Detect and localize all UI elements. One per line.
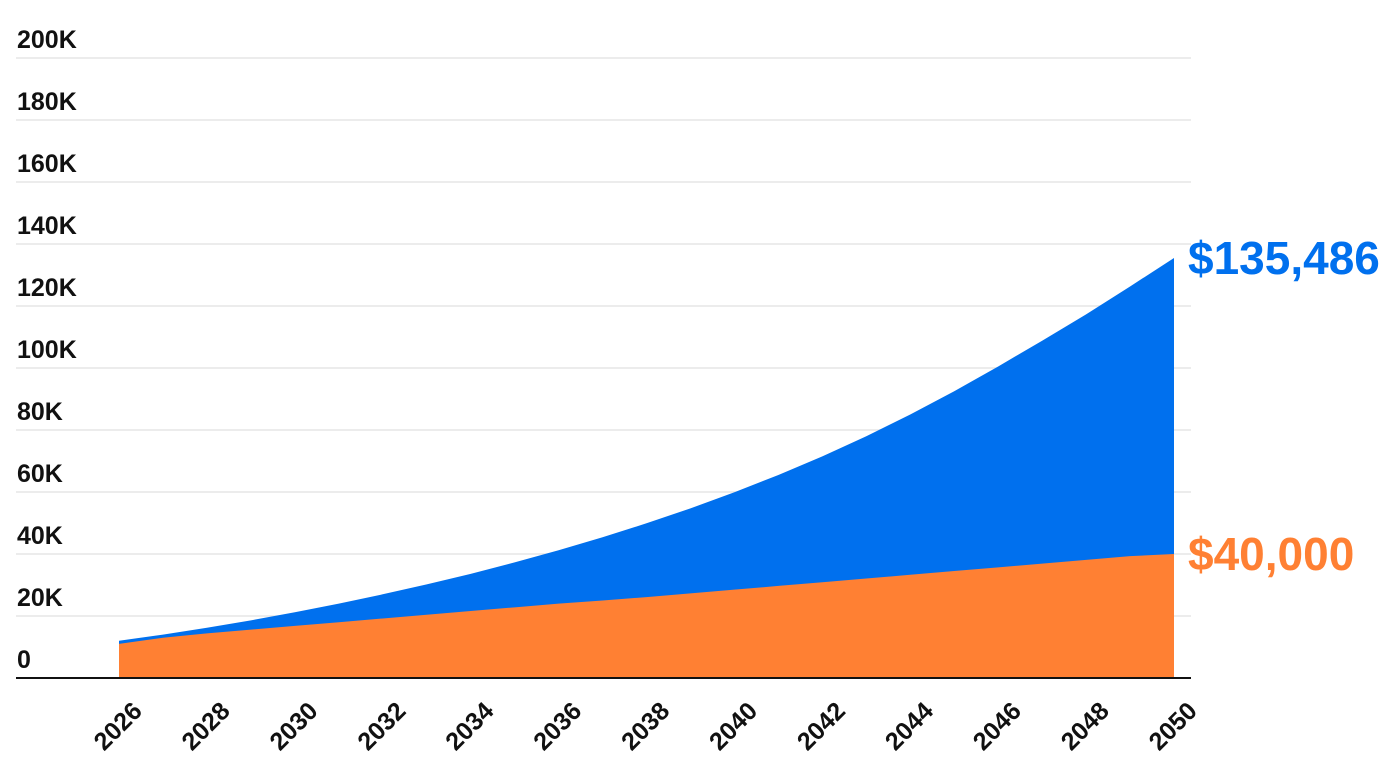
x-tick-label: 2026 bbox=[89, 697, 148, 756]
x-tick-labels: 2026 2028 2030 2032 2034 2036 2038 2040 2042 2044… bbox=[89, 697, 1203, 756]
x-tick-label: 2034 bbox=[440, 697, 499, 756]
x-tick-label: 2048 bbox=[1056, 697, 1115, 756]
end-value-label-1: $40,000 bbox=[1188, 528, 1354, 580]
x-tick-label: 2032 bbox=[352, 697, 411, 756]
y-tick-label: 20K bbox=[17, 584, 63, 612]
series-area-1 bbox=[119, 554, 1174, 678]
x-tick-label: 2036 bbox=[528, 697, 587, 756]
y-tick-label: 100K bbox=[17, 336, 77, 364]
y-tick-label: 180K bbox=[17, 88, 77, 116]
x-tick-label: 2046 bbox=[968, 697, 1027, 756]
y-tick-label: 40K bbox=[17, 522, 63, 550]
y-tick-label: 0 bbox=[17, 646, 31, 674]
end-value-labels: $135,486 $40,000 bbox=[1188, 232, 1380, 580]
y-tick-label: 80K bbox=[17, 398, 63, 426]
x-tick-label: 2042 bbox=[792, 697, 851, 756]
x-tick-label: 2044 bbox=[880, 697, 939, 756]
end-value-label-0: $135,486 bbox=[1188, 232, 1380, 284]
series-area-0 bbox=[119, 257, 1174, 678]
y-tick-label: 120K bbox=[17, 274, 77, 302]
x-tick-label: 2028 bbox=[176, 697, 235, 756]
y-tick-label: 140K bbox=[17, 212, 77, 240]
y-tick-label: 200K bbox=[17, 26, 77, 54]
y-tick-labels: 0 20K 40K 60K 80K 100K 120K 140K 160K 180K 200K bbox=[17, 26, 77, 674]
y-tick-label: 160K bbox=[17, 150, 77, 178]
gridlines bbox=[16, 57, 1191, 617]
series-areas bbox=[119, 257, 1174, 678]
x-tick-label: 2040 bbox=[704, 697, 763, 756]
x-tick-label: 2038 bbox=[616, 697, 675, 756]
x-tick-label: 2050 bbox=[1144, 697, 1203, 756]
x-tick-label: 2030 bbox=[264, 697, 323, 756]
y-tick-label: 60K bbox=[17, 460, 63, 488]
